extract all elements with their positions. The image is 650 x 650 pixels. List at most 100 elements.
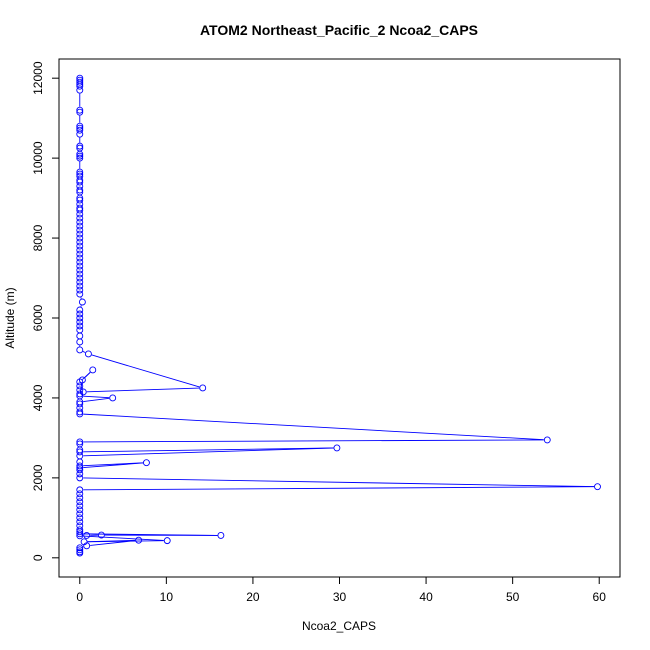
- data-point: [76, 258, 84, 266]
- series-line-segment: [83, 447, 334, 457]
- x-axis-label: Ncoa2_CAPS: [302, 619, 376, 633]
- x-axis: 0 10 20 30 40 50 60: [76, 576, 606, 604]
- data-point: [76, 470, 84, 478]
- data-point: [76, 168, 84, 176]
- plot-frame: [58, 58, 621, 578]
- x-tick-label: 30: [333, 590, 347, 604]
- data-point: [217, 531, 225, 539]
- data-point: [76, 154, 84, 162]
- data-point: [76, 82, 84, 90]
- data-point: [135, 536, 143, 544]
- data-point: [76, 549, 84, 557]
- data-point: [76, 318, 84, 326]
- data-point: [76, 266, 84, 274]
- chart-title: ATOM2 Northeast_Pacific_2 Ncoa2_CAPS: [200, 22, 478, 38]
- data-point: [76, 186, 84, 194]
- data-point: [76, 206, 84, 214]
- data-point: [76, 390, 84, 398]
- y-tick-label: 10000: [31, 141, 45, 175]
- data-point: [76, 254, 84, 262]
- data-point: [76, 410, 84, 418]
- data-point: [76, 462, 84, 470]
- data-point: [76, 286, 84, 294]
- x-tick-label: 0: [76, 590, 83, 604]
- data-point: [163, 537, 171, 545]
- data-point: [76, 502, 84, 510]
- y-axis-label: Altitude (m): [3, 287, 17, 348]
- series-line-segment: [83, 535, 164, 541]
- series-line-segment: [91, 354, 200, 388]
- series-line-segment: [83, 413, 544, 441]
- data-point: [76, 532, 84, 540]
- series-line-segment: [83, 462, 143, 469]
- data-point: [76, 108, 84, 116]
- data-point: [76, 494, 84, 502]
- data-point: [76, 218, 84, 226]
- data-point: [76, 230, 84, 238]
- data-point: [76, 234, 84, 242]
- data-point: [76, 338, 84, 346]
- data-point: [76, 514, 84, 522]
- data-point: [89, 366, 97, 374]
- data-point: [76, 122, 84, 130]
- y-tick-label: 8000: [31, 224, 45, 251]
- data-point: [333, 444, 341, 452]
- data-point: [76, 466, 84, 474]
- data-point: [76, 150, 84, 158]
- data-point: [76, 382, 84, 390]
- data-point: [97, 531, 105, 539]
- data-point: [543, 436, 551, 444]
- data-point: [76, 262, 84, 270]
- data-point: [76, 530, 84, 538]
- data-point: [76, 448, 84, 456]
- y-tick-label: 6000: [31, 304, 45, 331]
- y-tick-label: 12000: [31, 61, 45, 95]
- data-point: [76, 490, 84, 498]
- data-point: [76, 400, 84, 408]
- data-point: [76, 282, 84, 290]
- data-point: [76, 346, 84, 354]
- data-point: [84, 350, 92, 358]
- data-point: [76, 274, 84, 282]
- series-line-segment: [83, 477, 594, 488]
- data-point: [76, 126, 84, 134]
- data-point: [78, 376, 86, 384]
- data-point: [83, 542, 91, 550]
- data-point: [76, 486, 84, 494]
- data-point: [76, 210, 84, 218]
- data-point: [76, 106, 84, 114]
- data-point: [76, 544, 84, 552]
- series-line-segment: [90, 540, 136, 546]
- data-point: [76, 546, 84, 554]
- data-point: [76, 326, 84, 334]
- x-tick-label: 20: [246, 590, 260, 604]
- data-point: [83, 531, 91, 539]
- data-point: [76, 196, 84, 204]
- data-point: [142, 459, 150, 467]
- data-point: [78, 298, 86, 306]
- data-point: [76, 246, 84, 254]
- data-point: [76, 152, 84, 160]
- series-line-segment: [83, 439, 544, 443]
- data-point: [109, 394, 117, 402]
- data-point: [79, 388, 87, 396]
- data-point: [76, 452, 84, 460]
- data-series: [76, 74, 601, 557]
- series-line-segment: [84, 372, 91, 378]
- data-point: [76, 474, 84, 482]
- data-point: [76, 306, 84, 314]
- data-point: [76, 498, 84, 506]
- data-point: [199, 384, 207, 392]
- data-point: [76, 528, 84, 536]
- x-tick-label: 40: [419, 590, 433, 604]
- data-point: [594, 483, 601, 491]
- data-point: [76, 78, 84, 86]
- data-point: [76, 250, 84, 258]
- x-tick-label: 50: [506, 590, 520, 604]
- data-point: [76, 270, 84, 278]
- y-tick-label: 2000: [31, 464, 45, 491]
- data-point: [76, 222, 84, 230]
- data-point: [76, 518, 84, 526]
- series-line-segment: [83, 397, 110, 402]
